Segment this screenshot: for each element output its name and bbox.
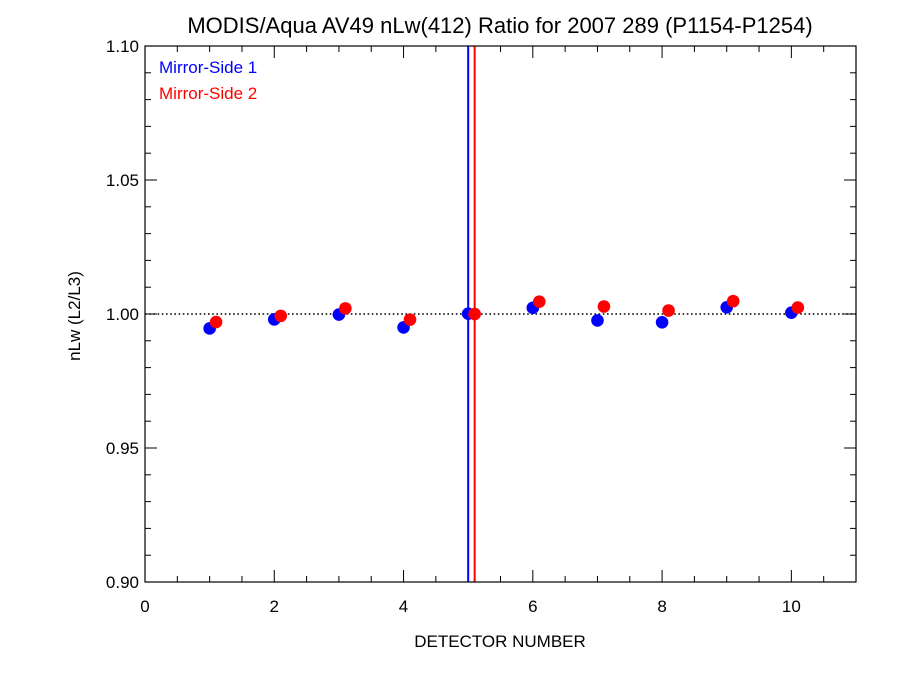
series-2-point [597, 300, 611, 313]
y-tick-label: 0.95 [106, 439, 139, 458]
y-axis-label: nLw (L2/L3) [65, 271, 84, 361]
plot-frame [144, 45, 857, 583]
x-tick-label: 4 [399, 597, 408, 616]
y-tick-label: 1.00 [106, 305, 139, 324]
x-axis-label: DETECTOR NUMBER [414, 632, 586, 651]
series-2-point [726, 294, 740, 308]
legend-entry: Mirror-Side 1 [159, 58, 257, 77]
x-tick-label: 10 [782, 597, 801, 616]
x-tick-label: 8 [657, 597, 666, 616]
series-2-point [791, 301, 805, 314]
y-tick-label: 1.10 [106, 37, 139, 56]
x-tick-label: 2 [270, 597, 279, 616]
series-2-point [274, 309, 288, 323]
x-tick-label: 6 [528, 597, 537, 616]
series-2-point [209, 315, 223, 329]
y-tick-label: 1.05 [106, 171, 139, 190]
series-1-point [591, 314, 604, 327]
series-2-point [662, 304, 675, 317]
series-1-point [655, 316, 669, 329]
y-tick-label: 0.90 [106, 573, 139, 592]
series-2-point [468, 307, 481, 321]
chart-title: MODIS/Aqua AV49 nLw(412) Ratio for 2007 … [187, 13, 812, 38]
series-2-point [339, 302, 352, 315]
legend-entry: Mirror-Side 2 [159, 84, 257, 103]
series-2-point [403, 313, 417, 326]
x-tick-label: 0 [140, 597, 149, 616]
series-2-point [532, 295, 546, 308]
